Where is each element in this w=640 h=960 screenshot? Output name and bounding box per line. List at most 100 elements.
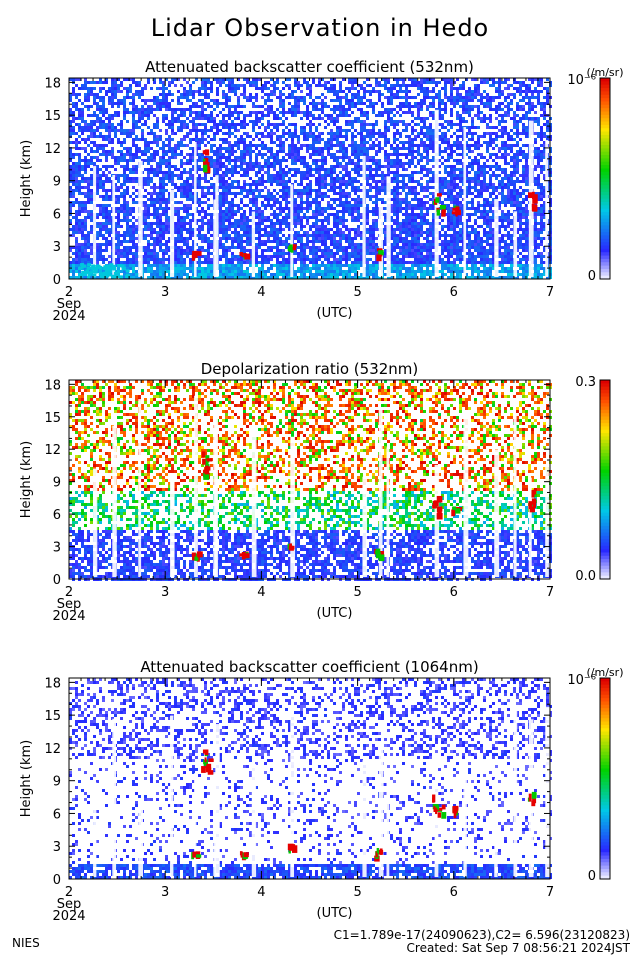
colorbar-step — [600, 755, 610, 759]
x-tick-label: 5 — [353, 285, 361, 300]
colorbar-unit: (/m/sr) — [587, 66, 624, 79]
colorbar-max-label: 10⁻⁶ — [567, 673, 596, 688]
colorbar-step — [600, 748, 610, 753]
colorbar-step — [600, 801, 610, 806]
y-tick-label: 15 — [44, 109, 61, 124]
colorbar-step — [600, 815, 610, 820]
colorbar-step — [600, 555, 610, 560]
colorbar-step — [600, 403, 610, 408]
colorbar-step — [600, 818, 610, 823]
colorbar-step — [600, 532, 610, 537]
colorbar-step — [600, 711, 610, 716]
colorbar-frame — [599, 379, 611, 580]
colorbar-step — [600, 212, 610, 216]
colorbar-step — [600, 529, 610, 534]
colorbar-step — [600, 208, 610, 213]
colorbar-step — [600, 218, 610, 223]
colorbar-step — [600, 84, 610, 89]
colorbar-step — [600, 479, 610, 484]
colorbar-step — [600, 185, 610, 190]
x-tick-label: 6 — [450, 885, 458, 900]
colorbar-step — [600, 101, 610, 106]
colorbar-step — [600, 225, 610, 230]
y-axis-label: Height (km) — [19, 140, 34, 217]
colorbar-step — [600, 845, 610, 850]
colorbar-step — [600, 108, 610, 112]
colorbar-step — [600, 858, 610, 863]
y-tick-label: 15 — [44, 709, 61, 724]
colorbar-step — [600, 205, 610, 210]
colorbar-step — [600, 386, 610, 391]
colorbar-step — [600, 104, 610, 109]
colorbar-step — [600, 832, 610, 836]
y-tick-label: 6 — [53, 807, 61, 822]
colorbar-step — [600, 482, 610, 487]
colorbar-min-label: 0.0 — [575, 569, 596, 584]
colorbar-step — [600, 745, 610, 749]
colorbar-step — [600, 515, 610, 520]
colorbar-step — [600, 502, 610, 507]
colorbar-step — [600, 222, 610, 226]
colorbar-step — [600, 198, 610, 203]
x-tick-label: 7 — [546, 585, 554, 600]
x-month-label: Sep — [57, 297, 82, 312]
colorbar-step — [600, 396, 610, 401]
colorbar-max-label: 10⁻⁶ — [567, 73, 596, 88]
colorbar-step — [600, 718, 610, 723]
colorbar-step — [600, 509, 610, 514]
page-title: Lidar Observation in Hedo — [150, 14, 490, 42]
colorbar-step — [600, 168, 610, 173]
x-tick-label: 7 — [546, 885, 554, 900]
colorbar-frame — [599, 77, 611, 280]
colorbar-step — [600, 124, 610, 129]
colorbar-step — [600, 98, 610, 102]
colorbar-step — [600, 852, 610, 857]
x-tick-label: 4 — [257, 585, 265, 600]
colorbar-step — [600, 131, 610, 136]
x-tick-label: 3 — [161, 885, 169, 900]
y-tick-label: 6 — [53, 508, 61, 523]
colorbar-step — [600, 469, 610, 474]
colorbar-step — [600, 462, 610, 467]
colorbar-step — [600, 111, 610, 116]
colorbar-step — [600, 380, 610, 384]
colorbar-step — [600, 848, 610, 853]
colorbar-step — [600, 262, 610, 267]
colorbar-step — [600, 393, 610, 398]
colorbar-step — [600, 426, 610, 431]
x-tick-label: 7 — [546, 285, 554, 300]
colorbar-step — [600, 499, 610, 504]
colorbar: 0.3 0.0 — [575, 375, 611, 584]
colorbar-step — [600, 734, 610, 739]
colorbar-step — [600, 704, 610, 709]
x-tick-label: 5 — [353, 885, 361, 900]
colorbar-step — [600, 569, 610, 573]
colorbar-step — [600, 798, 610, 803]
colorbar-step — [600, 681, 610, 686]
colorbar-step — [600, 552, 610, 557]
colorbar-step — [600, 822, 610, 826]
colorbar: 10⁻⁶ 0 (/m/sr) — [567, 66, 623, 284]
colorbar-step — [600, 808, 610, 813]
colorbar-step — [600, 436, 610, 441]
x-tick-label: 3 — [161, 285, 169, 300]
colorbar-step — [600, 731, 610, 736]
colorbar-step — [600, 476, 610, 480]
colorbar-min-label: 0 — [588, 269, 596, 284]
colorbar-step — [600, 118, 610, 123]
colorbar: 10⁻⁶ 0 (/m/sr) — [567, 666, 623, 884]
colorbar-step — [600, 565, 610, 570]
x-axis-label: (UTC) — [317, 606, 353, 621]
colorbar-step — [600, 128, 610, 133]
y-tick-label: 12 — [44, 142, 61, 157]
colorbar-step — [600, 519, 610, 524]
y-tick-label: 9 — [53, 775, 61, 790]
colorbar-step — [600, 539, 610, 544]
colorbar-step — [600, 489, 610, 494]
colorbar-step — [600, 188, 610, 193]
panel-title: Attenuated backscatter coefficient (1064… — [140, 658, 478, 676]
colorbar-step — [600, 459, 610, 464]
y-tick-label: 0 — [53, 573, 61, 588]
colorbar-step — [600, 175, 610, 179]
